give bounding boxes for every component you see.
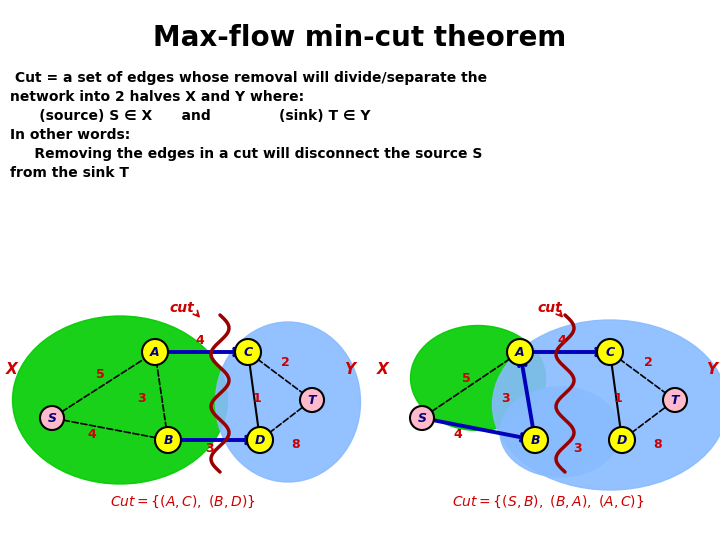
Text: 5: 5 (462, 372, 470, 384)
Circle shape (155, 427, 181, 453)
Text: B: B (530, 434, 540, 447)
Text: $\mathit{Cut = \{ (A,C),\ (B,D) \}}$: $\mathit{Cut = \{ (A,C),\ (B,D) \}}$ (110, 494, 256, 510)
Circle shape (40, 406, 64, 430)
Text: 1: 1 (253, 392, 261, 404)
Text: C: C (243, 346, 253, 359)
Text: cut: cut (538, 301, 562, 315)
Text: Removing the edges in a cut will disconnect the source S: Removing the edges in a cut will disconn… (10, 147, 482, 161)
Text: X: X (6, 362, 18, 377)
Ellipse shape (492, 320, 720, 490)
Circle shape (663, 388, 687, 412)
Text: X: X (377, 362, 389, 377)
Circle shape (507, 339, 533, 365)
Text: Cut = a set of edges whose removal will divide/separate the: Cut = a set of edges whose removal will … (10, 71, 487, 85)
Text: B: B (163, 434, 173, 447)
Circle shape (142, 339, 168, 365)
Text: 4: 4 (557, 334, 567, 347)
Text: A: A (516, 346, 525, 359)
Text: 4: 4 (454, 429, 462, 442)
Text: T: T (307, 394, 316, 407)
Text: D: D (617, 434, 627, 447)
Circle shape (522, 427, 548, 453)
Text: 3: 3 (138, 392, 146, 404)
Text: 8: 8 (654, 438, 662, 451)
Text: (source) S ∈ X      and              (sink) T ∈ Y: (source) S ∈ X and (sink) T ∈ Y (10, 109, 371, 123)
Circle shape (247, 427, 273, 453)
Text: In other words:: In other words: (10, 128, 130, 142)
Text: $\mathit{Cut = \{ (S,B),\ (B,A),\ (A,C) \}}$: $\mathit{Cut = \{ (S,B),\ (B,A),\ (A,C) … (451, 494, 644, 510)
Text: 8: 8 (292, 438, 300, 451)
Ellipse shape (12, 316, 228, 484)
Ellipse shape (500, 387, 620, 477)
Text: 4: 4 (88, 429, 96, 442)
Text: 3: 3 (572, 442, 581, 455)
Ellipse shape (215, 322, 361, 482)
Text: S: S (48, 411, 56, 424)
Circle shape (300, 388, 324, 412)
Text: Y: Y (344, 362, 356, 377)
Text: T: T (671, 394, 679, 407)
Text: D: D (255, 434, 265, 447)
Text: from the sink T: from the sink T (10, 166, 129, 180)
Ellipse shape (410, 326, 546, 430)
Text: C: C (606, 346, 615, 359)
Circle shape (410, 406, 434, 430)
Text: S: S (418, 411, 426, 424)
Text: A: A (150, 346, 160, 359)
Text: cut: cut (170, 301, 194, 315)
Text: 4: 4 (196, 334, 204, 347)
Text: 3: 3 (500, 392, 509, 404)
Text: 2: 2 (644, 355, 652, 368)
Circle shape (235, 339, 261, 365)
Text: Max-flow min-cut theorem: Max-flow min-cut theorem (153, 24, 567, 52)
Text: 2: 2 (281, 355, 289, 368)
Text: Y: Y (706, 362, 718, 377)
Text: 1: 1 (613, 392, 622, 404)
Text: 5: 5 (96, 368, 104, 381)
Circle shape (609, 427, 635, 453)
Text: 3: 3 (206, 442, 215, 455)
Text: network into 2 halves X and Y where:: network into 2 halves X and Y where: (10, 90, 304, 104)
Circle shape (597, 339, 623, 365)
